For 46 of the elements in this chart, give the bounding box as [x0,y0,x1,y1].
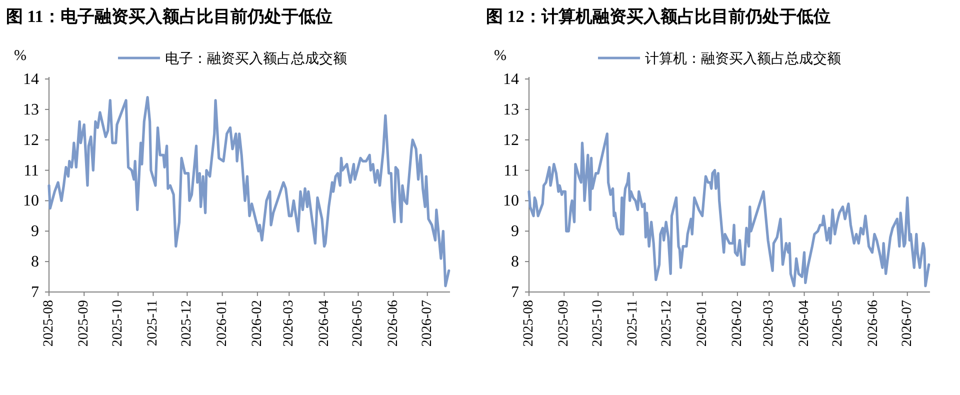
x-tick-label: 2025-08 [522,300,536,347]
x-tick-label: 2025-12 [660,300,675,347]
y-tick-label: 12 [23,132,39,149]
x-tick-label: 2026-02 [730,300,745,347]
x-tick-label: 2026-01 [214,300,230,347]
x-tick-label: 2025-11 [626,300,641,346]
x-tick-label: 2026-04 [796,300,812,347]
x-tick-label: 2025-09 [76,300,92,347]
y-tick-label: 14 [503,71,519,88]
y-tick-label: 11 [24,162,39,180]
x-tick-label: 2026-02 [250,300,265,347]
chart-title: 图 11：电子融资买入额占比目前仍处于低位 [6,7,332,26]
x-tick-label: 2026-05 [830,300,846,347]
x-tick-label: 2026-05 [350,300,366,347]
x-tick-label: 2025-10 [590,300,606,347]
y-axis-title: % [494,48,506,64]
y-tick-label: 10 [23,192,39,210]
y-tick-label: 13 [503,101,519,118]
x-tick-label: 2025-12 [180,300,195,347]
x-tick-label: 2025-11 [146,300,161,346]
x-tick-label: 2026-06 [386,300,401,347]
x-tick-label: 2026-07 [900,300,915,347]
y-tick-label: 8 [31,254,39,271]
x-tick-label: 2025-08 [42,300,56,347]
y-tick-label: 8 [511,254,519,271]
legend-label: 电子：融资买入额占总成交额 [165,51,347,67]
x-tick-label: 2025-10 [110,300,126,347]
y-tick-label: 10 [503,192,519,210]
y-axis-title: % [14,48,26,64]
y-tick-label: 9 [31,223,39,240]
y-tick-label: 11 [504,162,519,180]
x-tick-label: 2026-06 [866,300,881,347]
y-tick-label: 7 [31,284,39,301]
x-tick-label: 2026-01 [694,300,710,347]
x-tick-label: 2026-03 [282,300,297,347]
x-tick-label: 2026-07 [420,300,435,347]
y-tick-label: 9 [511,223,519,240]
x-tick-label: 2026-03 [762,300,777,347]
x-tick-label: 2026-04 [316,300,332,347]
y-tick-label: 14 [23,71,39,88]
y-tick-label: 7 [511,284,519,301]
x-tick-label: 2025-09 [556,300,572,347]
legend-label: 计算机：融资买入额占总成交额 [645,51,841,67]
y-tick-label: 13 [23,101,39,118]
chart-title: 图 12：计算机融资买入额占比目前仍处于低位 [486,7,830,26]
y-tick-label: 12 [503,132,519,149]
